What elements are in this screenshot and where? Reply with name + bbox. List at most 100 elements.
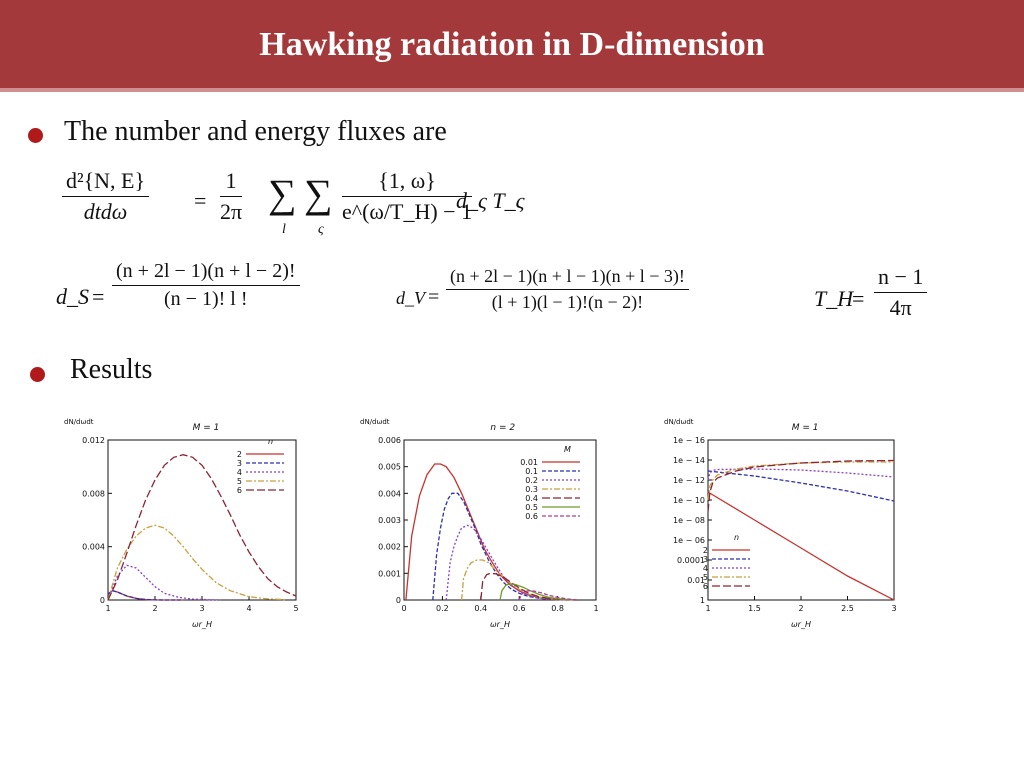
legend-label: 0.4	[525, 494, 538, 503]
x-tick-label: 1	[593, 604, 598, 613]
legend-label: 0.6	[525, 512, 538, 521]
x-tick-label: 1.5	[748, 604, 761, 613]
plot-flux-vs-mass: dN/dωdt n = 2 0 0.2 0.4 0.6 0.8 1 0 0.001 0.002 0.0…	[360, 418, 599, 629]
dv-label: d_V	[396, 288, 425, 308]
x-tick-label: 3	[199, 604, 204, 613]
sum-subscript-s: ς	[318, 222, 324, 237]
y-tick-label: 0.004	[378, 489, 401, 498]
x-tick-label: 4	[246, 604, 251, 613]
y-tick-label: 1e − 14	[673, 456, 705, 465]
flux-mid-num: 1	[220, 168, 243, 197]
plot-flux-log-scale: dN/dωdt M = 1 1 1.5 2 2.5 3 1 0.01 0.0001 1e − 06 1…	[664, 418, 897, 629]
y-tick-label: 1	[700, 596, 705, 605]
x-axis-label: ωr_H	[192, 620, 212, 629]
y-tick-label: 0.0001	[677, 556, 705, 565]
chart-title: n = 2	[490, 423, 515, 433]
equals-sign-1: =	[194, 188, 207, 213]
series-line-6	[107, 454, 297, 601]
flux-mid-fraction: 1 2π	[220, 168, 243, 225]
bullet-dot-1	[28, 128, 43, 143]
x-tick-label: 0.6	[513, 604, 526, 613]
series-line-3	[707, 470, 895, 502]
dv-den: (l + 1)(l − 1)!(n − 2)!	[491, 292, 644, 312]
series-line-2	[707, 491, 895, 601]
flux-lhs-num: d²{N, E}	[62, 168, 150, 197]
y-tick-label: 0.005	[378, 463, 401, 472]
series-line-5	[107, 524, 287, 601]
legend-label: 6	[703, 582, 708, 591]
legend-label: 5	[237, 477, 242, 486]
equals-sign-4: =	[852, 286, 865, 311]
y-tick-label: 0.004	[82, 543, 105, 552]
flux-rhs-num: {1, ω}	[342, 168, 473, 197]
ds-label: d_S	[56, 284, 89, 309]
x-tick-label: 3	[891, 604, 896, 613]
equals-sign-3: =	[428, 286, 440, 308]
legend-label: 4	[237, 468, 242, 477]
th-num: n − 1	[874, 264, 928, 293]
y-tick-label: 1e − 10	[673, 496, 705, 505]
series-line-0.3	[460, 559, 577, 601]
legend-label: 6	[237, 486, 242, 495]
legend-label: 0.1	[525, 467, 538, 476]
y-tick-label: 0.008	[82, 489, 105, 498]
plot-frame	[107, 439, 297, 601]
th-fraction: n − 1 4π	[874, 264, 928, 321]
series-line-3	[107, 590, 184, 601]
bullet-text-1: The number and energy fluxes are	[64, 116, 447, 147]
slide-title: Hawking radiation in D-dimension	[259, 26, 765, 63]
y-tick-label: 0.012	[82, 436, 105, 445]
ds-num: (n + 2l − 1)(n + l − 2)!	[112, 260, 300, 286]
chart-title: M = 1	[193, 423, 220, 433]
sum-symbol-s: ∑	[304, 171, 333, 216]
legend-label: 5	[703, 573, 708, 582]
y-tick-label: 1e − 16	[673, 436, 705, 445]
series-line-0.1	[432, 492, 577, 601]
flux-tail: d_ς T_ς	[456, 188, 525, 213]
legend-title: n	[268, 437, 273, 446]
title-bar: Hawking radiation in D-dimension	[0, 0, 1024, 92]
series-line-6	[707, 459, 895, 513]
plot-frame	[707, 439, 895, 601]
chart-title: M = 1	[792, 423, 819, 433]
legend-title: M	[564, 445, 571, 454]
series-line-0.2	[445, 524, 577, 601]
flux-mid-den: 2π	[220, 199, 243, 224]
sum-symbol-l: ∑	[268, 171, 297, 216]
x-tick-label: 1	[705, 604, 710, 613]
dv-fraction: (n + 2l − 1)(n + l − 1)(n + l − 3)! (l +…	[446, 266, 689, 313]
series-line-4	[107, 564, 221, 601]
y-tick-label: 0	[100, 596, 105, 605]
ds-den: (n − 1)! l !	[164, 288, 248, 310]
th-den: 4π	[889, 295, 912, 320]
flux-rhs-fraction: {1, ω} e^(ω/T_H) − 1	[342, 168, 473, 225]
legend-label: 3	[703, 555, 708, 564]
y-axis-label: dN/dωdt	[360, 418, 390, 426]
x-tick-label: 0.8	[551, 604, 564, 613]
flux-rhs-den: e^(ω/T_H) − 1	[342, 199, 473, 224]
th-label: T_H	[814, 286, 854, 311]
x-tick-label: 0.4	[474, 604, 487, 613]
legend-label: 0.5	[525, 503, 538, 512]
y-tick-label: 0.001	[378, 569, 401, 578]
y-tick-label: 0.01	[687, 576, 705, 585]
y-tick-label: 0	[396, 596, 401, 605]
x-tick-label: 2	[152, 604, 157, 613]
x-tick-label: 5	[293, 604, 298, 613]
y-tick-label: 1e − 08	[673, 516, 705, 525]
x-tick-label: 0.2	[436, 604, 449, 613]
legend-title: n	[734, 533, 739, 542]
legend-label: 3	[237, 459, 242, 468]
series-line-0.01	[405, 463, 577, 601]
x-axis-label: ωr_H	[490, 620, 510, 629]
y-tick-label: 1e − 06	[673, 536, 705, 545]
y-axis-label: dN/dωdt	[664, 418, 694, 426]
x-tick-label: 1	[105, 604, 110, 613]
legend-label: 2	[703, 546, 708, 555]
legend-label: 2	[237, 450, 242, 459]
bullet-text-2: Results	[70, 354, 153, 385]
flux-lhs-den: dtdω	[83, 199, 128, 224]
ds-fraction: (n + 2l − 1)(n + l − 2)! (n − 1)! l !	[112, 260, 300, 311]
x-tick-label: 2	[798, 604, 803, 613]
flux-lhs-fraction: d²{N, E} dtdω	[62, 168, 150, 225]
